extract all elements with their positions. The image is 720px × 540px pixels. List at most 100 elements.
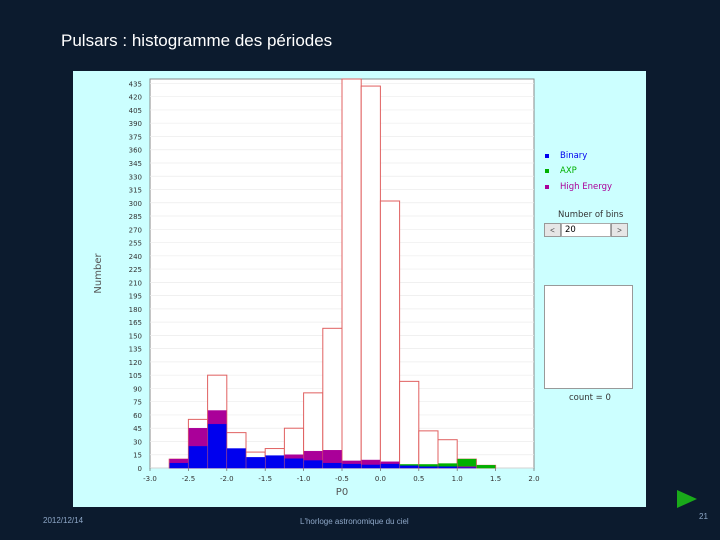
bar-binary bbox=[361, 464, 381, 469]
y-tick-label: 90 bbox=[133, 385, 142, 393]
bar-high-energy bbox=[284, 454, 304, 459]
bar-binary bbox=[419, 465, 438, 469]
y-tick-label: 225 bbox=[129, 266, 142, 274]
bar-binary bbox=[380, 463, 400, 469]
y-tick-label: 390 bbox=[129, 120, 142, 128]
bar-binary bbox=[169, 462, 189, 469]
y-tick-label: 255 bbox=[129, 240, 142, 248]
y-tick-label: 405 bbox=[129, 107, 142, 115]
bar-binary bbox=[227, 448, 246, 469]
bar-total bbox=[399, 380, 420, 469]
legend: Binary AXP High Energy bbox=[545, 148, 612, 195]
y-tick-label: 135 bbox=[129, 346, 142, 354]
legend-label-binary: Binary bbox=[560, 150, 588, 161]
bar-high-energy bbox=[188, 427, 208, 447]
y-tick-label: 240 bbox=[129, 253, 142, 261]
x-tick-label: -2.5 bbox=[182, 475, 196, 483]
bar-binary bbox=[303, 459, 323, 469]
bar-binary bbox=[284, 458, 304, 469]
bar-binary bbox=[265, 455, 285, 469]
x-tick-label: 1.5 bbox=[490, 475, 501, 483]
y-tick-label: 345 bbox=[129, 160, 142, 168]
legend-label-axp: AXP bbox=[560, 166, 577, 177]
x-tick-label: 1.0 bbox=[452, 475, 463, 483]
count-label: count = 0 bbox=[569, 393, 611, 403]
y-axis-label: Number bbox=[93, 253, 104, 294]
y-tick-label: 75 bbox=[133, 399, 142, 407]
y-tick-label: 120 bbox=[129, 359, 142, 367]
bar-total bbox=[341, 78, 362, 469]
legend-item-high-energy: High Energy bbox=[545, 179, 612, 195]
x-tick-label: 0.0 bbox=[375, 475, 386, 483]
axp-swatch-icon bbox=[545, 169, 549, 174]
histogram-panel: 0 15 30 45 60 75 90 105 120 135 150 165 180 195 210 225… bbox=[73, 71, 646, 507]
y-tick-label: 360 bbox=[129, 147, 142, 155]
bar-binary bbox=[342, 463, 361, 469]
y-tick-label: 45 bbox=[133, 425, 142, 433]
bar-high-energy bbox=[303, 450, 323, 461]
bar-axp bbox=[457, 458, 477, 467]
y-tick-label: 60 bbox=[133, 412, 142, 420]
legend-item-axp: AXP bbox=[545, 164, 612, 180]
bar-high-energy bbox=[380, 461, 400, 464]
x-axis-label: P0 bbox=[336, 487, 348, 498]
y-tick-label: 210 bbox=[129, 279, 142, 287]
bar-high-energy bbox=[207, 410, 227, 425]
y-tick-label: 315 bbox=[129, 187, 142, 195]
bins-stepper: < > bbox=[544, 223, 628, 237]
bar-total bbox=[379, 200, 401, 469]
y-tick-label: 330 bbox=[129, 173, 142, 181]
bar-binary bbox=[323, 462, 342, 469]
y-tick-label: 435 bbox=[129, 80, 142, 88]
histogram-chart: 0 15 30 45 60 75 90 105 120 135 150 165 180 195 210 225… bbox=[93, 78, 540, 498]
x-tick-label: -2.0 bbox=[220, 475, 234, 483]
bar-binary bbox=[188, 445, 208, 469]
y-tick-label: 270 bbox=[129, 226, 142, 234]
bins-input[interactable] bbox=[561, 223, 611, 237]
x-tick-label: 0.5 bbox=[413, 475, 424, 483]
footer-date: 2012/12/14 bbox=[43, 516, 84, 525]
bar-high-energy bbox=[323, 450, 342, 463]
y-tick-label: 150 bbox=[129, 332, 142, 340]
bar-binary bbox=[246, 457, 265, 469]
bar-high-energy bbox=[361, 459, 381, 465]
y-tick-label: 375 bbox=[129, 133, 142, 141]
y-tick-label: 180 bbox=[129, 306, 142, 314]
y-tick-label: 15 bbox=[133, 452, 142, 460]
slide-title: Pulsars : histogramme des périodes bbox=[61, 31, 333, 50]
y-tick-label: 420 bbox=[129, 94, 142, 102]
high-energy-swatch-icon bbox=[545, 184, 549, 189]
x-tick-label: -0.5 bbox=[335, 475, 349, 483]
bins-decrement-button[interactable]: < bbox=[544, 223, 561, 237]
bar-binary bbox=[399, 465, 419, 469]
y-tick-label: 105 bbox=[129, 372, 142, 380]
legend-item-binary: Binary bbox=[545, 148, 612, 164]
bar-binary bbox=[438, 465, 457, 469]
bins-increment-button[interactable]: > bbox=[611, 223, 628, 237]
bins-label: Number of bins bbox=[558, 210, 624, 220]
y-tick-label: 195 bbox=[129, 293, 142, 301]
bar-axp bbox=[399, 464, 419, 466]
bar-axp bbox=[419, 464, 438, 467]
y-tick-label: 165 bbox=[129, 319, 142, 327]
bar-high-energy bbox=[169, 458, 189, 463]
bar-high-energy bbox=[342, 460, 361, 464]
bar-axp bbox=[476, 465, 496, 469]
count-display-box bbox=[544, 285, 633, 389]
y-tick-label: 0 bbox=[138, 465, 142, 473]
x-tick-label: -1.0 bbox=[297, 475, 311, 483]
y-tick-label: 30 bbox=[133, 438, 142, 446]
next-slide-arrow-icon[interactable] bbox=[677, 490, 697, 508]
x-tick-label: -1.5 bbox=[258, 475, 272, 483]
x-tick-label: 2.0 bbox=[528, 475, 539, 483]
y-tick-label: 300 bbox=[129, 200, 142, 208]
y-tick-label: 285 bbox=[129, 213, 142, 221]
footer-title: L'horloge astronomique du ciel bbox=[300, 517, 409, 526]
legend-label-high-energy: High Energy bbox=[560, 181, 612, 192]
bar-total bbox=[322, 327, 343, 469]
bar-axp bbox=[438, 463, 457, 467]
bar-binary bbox=[207, 423, 227, 469]
x-tick-label: -3.0 bbox=[143, 475, 157, 483]
bar-total bbox=[360, 85, 381, 469]
page-number: 21 bbox=[699, 512, 708, 521]
